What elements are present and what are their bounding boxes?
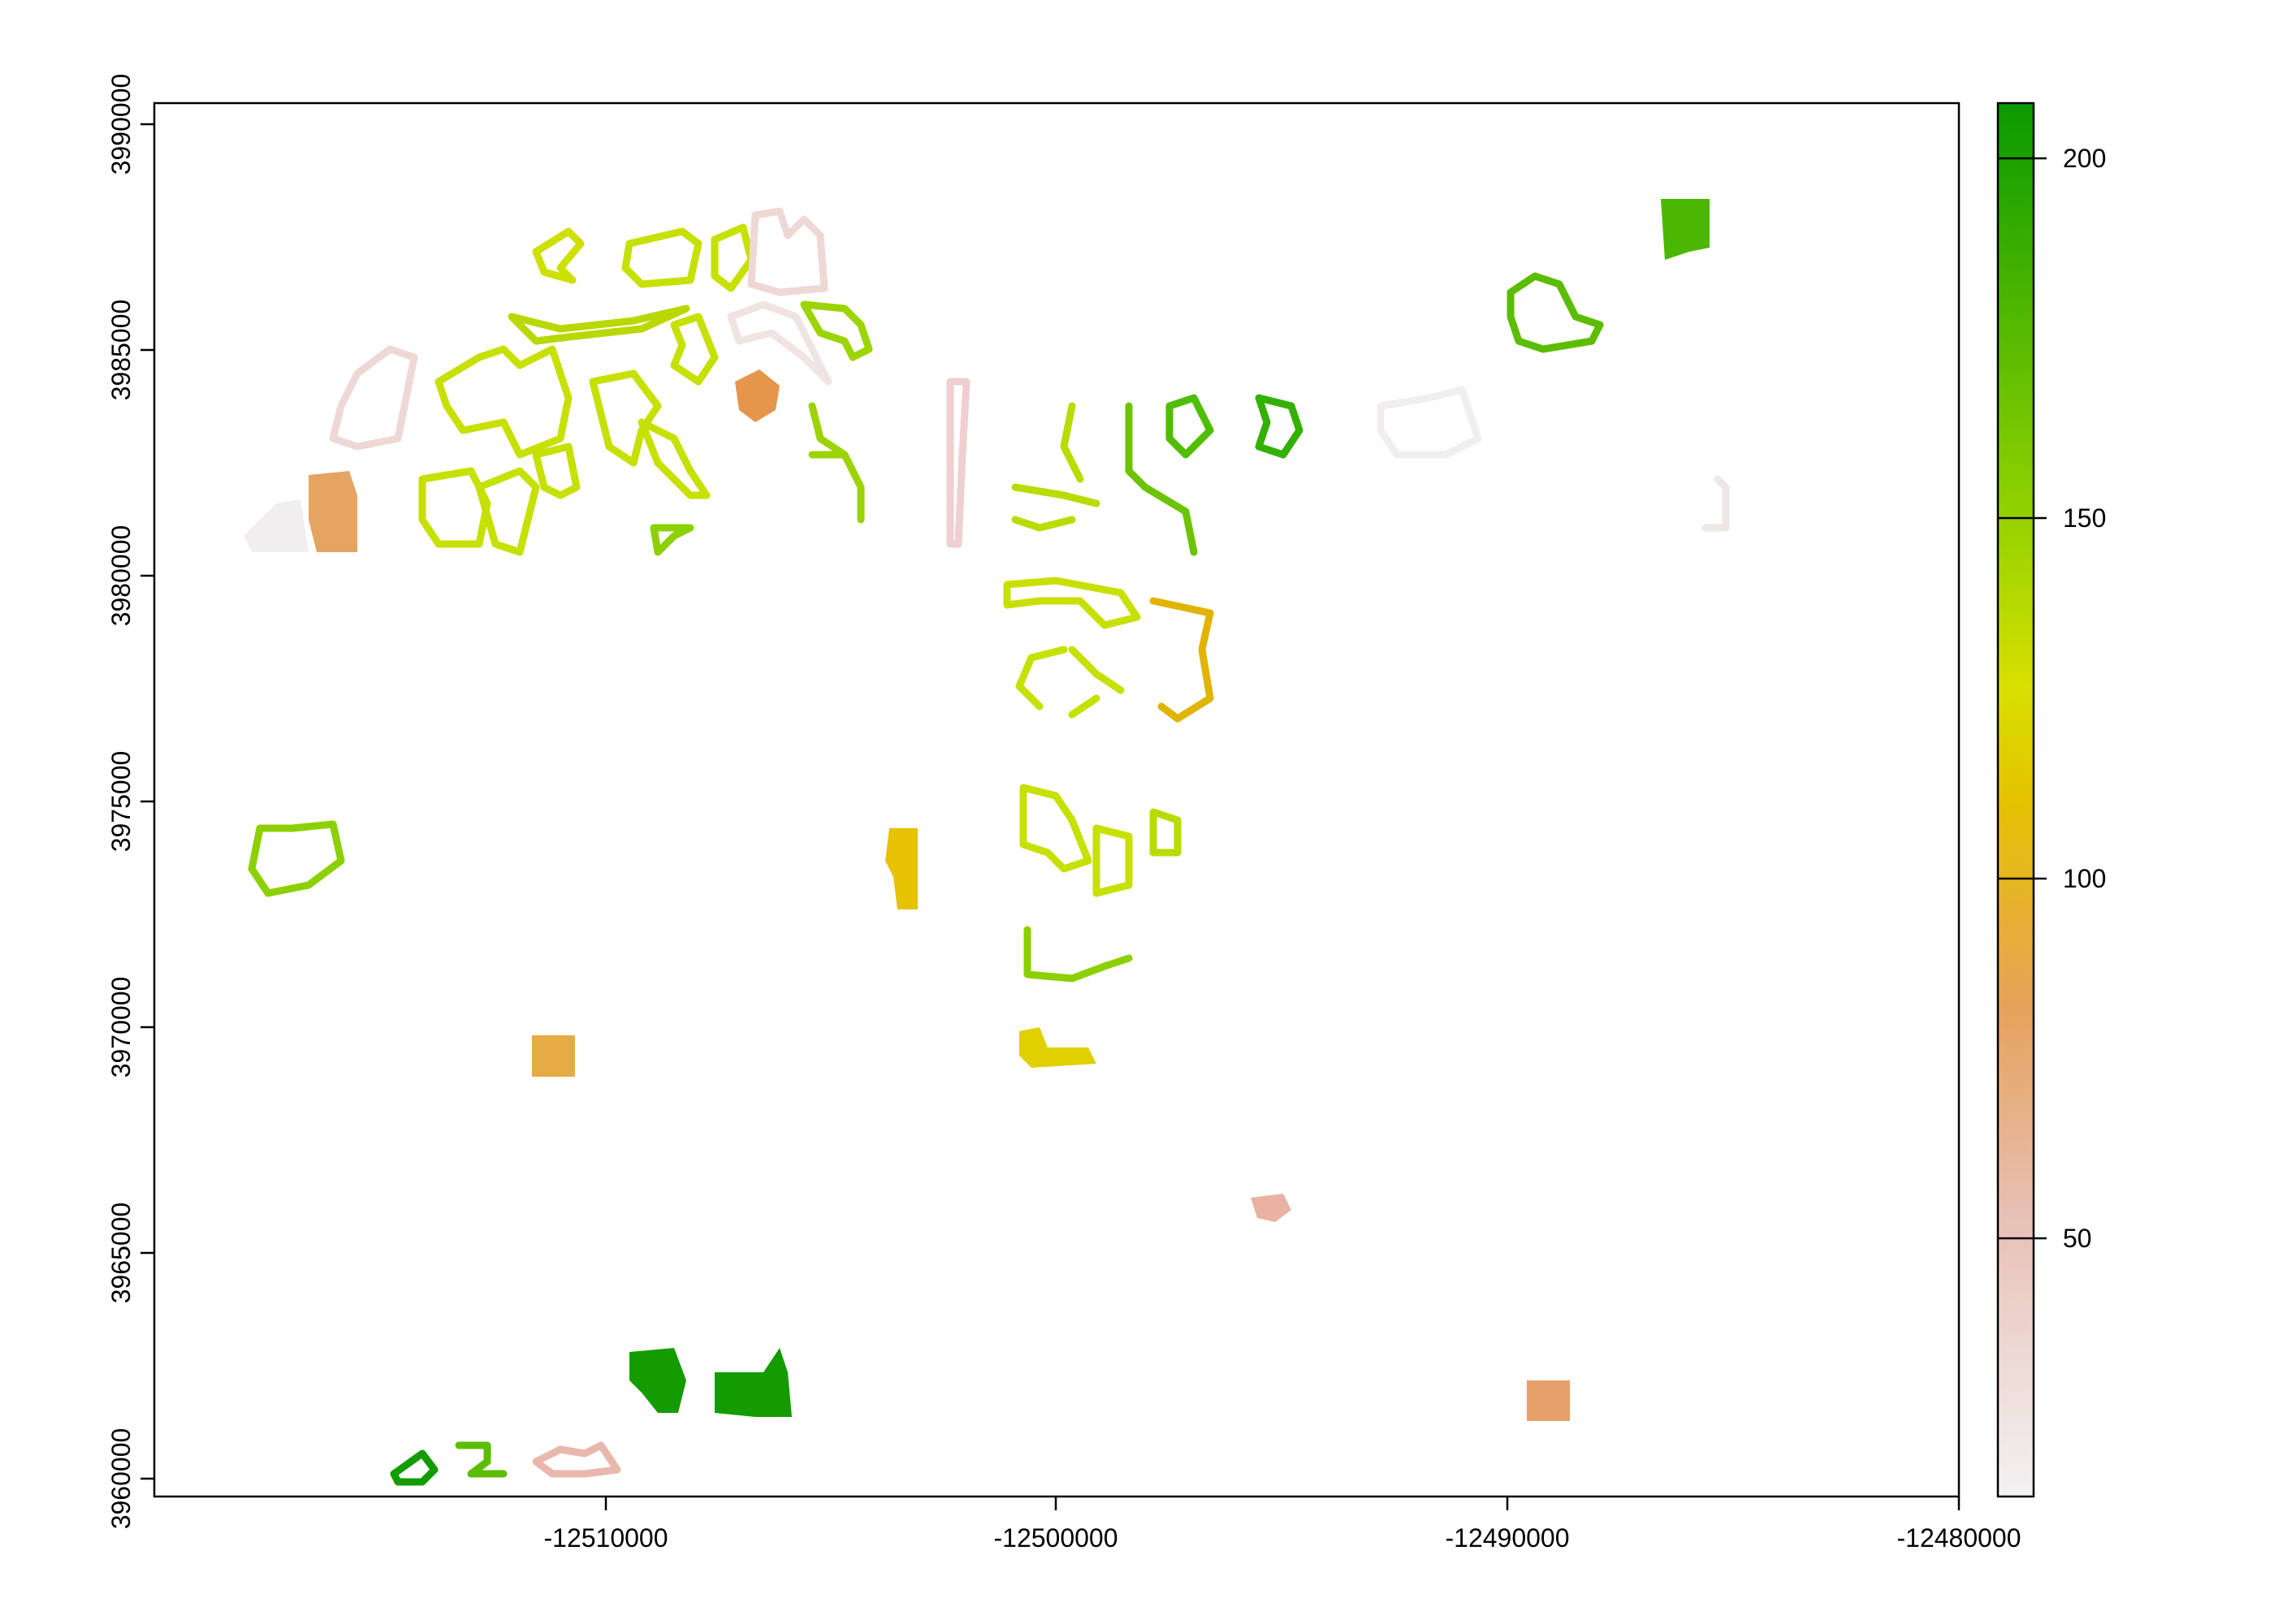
y-axis: 3960000 3965000 3970000 3975000 3980000 …: [106, 74, 154, 1530]
raster-patch: [1507, 272, 1604, 353]
raster-patch: [1019, 1027, 1096, 1068]
raster-patch: [946, 378, 971, 548]
raster-patch: [1003, 577, 1141, 629]
color-legend: 50 100 150 200: [1996, 102, 2106, 1498]
raster-patch: [629, 1348, 686, 1413]
legend-tick-label: 100: [2063, 864, 2106, 893]
raster-patch: [248, 820, 345, 897]
y-tick-label: 3965000: [106, 1203, 136, 1304]
y-tick-label: 3960000: [106, 1428, 136, 1530]
raster-patch: [650, 524, 694, 556]
raster-patch: [1023, 926, 1133, 983]
raster-patch: [434, 345, 573, 459]
legend-color-bar: [1996, 102, 2035, 1498]
raster-patch: [475, 467, 540, 556]
x-tick-label: -12480000: [1896, 1523, 2021, 1553]
legend-tick-label: 50: [2063, 1224, 2092, 1253]
raster-patch: [1011, 402, 1100, 532]
legend-tick-label: 200: [2063, 144, 2106, 173]
raster-patch: [1019, 784, 1092, 873]
raster-patch: [532, 443, 581, 499]
raster-patch: [621, 227, 703, 288]
y-tick-label: 3975000: [106, 751, 136, 853]
y-tick-label: 3980000: [106, 525, 136, 627]
raster-patch: [1149, 808, 1182, 857]
raster-patch: [1149, 597, 1214, 723]
raster-patch: [1527, 1380, 1570, 1421]
raster-patch: [390, 1449, 439, 1486]
raster-patch: [1255, 394, 1303, 459]
raster-patch: [244, 499, 309, 552]
raster-patch: [508, 304, 690, 345]
raster-patch: [1251, 1194, 1291, 1222]
x-tick-label: -12510000: [543, 1523, 668, 1553]
raster-patch: [670, 313, 719, 386]
raster-patch: [747, 207, 828, 296]
x-tick-label: -12490000: [1445, 1523, 1569, 1553]
raster-patch: [455, 1441, 508, 1478]
raster-patch: [1092, 824, 1133, 897]
raster-patch: [589, 369, 662, 467]
raster-patch: [1377, 386, 1482, 459]
raster-patch: [1701, 475, 1730, 532]
raster-patch: [885, 828, 918, 909]
raster-patch: [1125, 402, 1198, 556]
raster-patch: [1165, 394, 1214, 459]
y-tick-label: 3970000: [106, 977, 136, 1078]
x-axis: -12510000 -12500000 -12490000 -12480000: [543, 1497, 2021, 1553]
raster-features: [244, 199, 1730, 1486]
raster-patch: [309, 471, 357, 552]
raster-patch: [735, 369, 780, 422]
x-tick-label: -12500000: [993, 1523, 1118, 1553]
raster-patch: [329, 345, 418, 451]
raster-patch: [800, 300, 873, 361]
y-tick-label: 3985000: [106, 300, 136, 401]
raster-patch: [638, 418, 711, 499]
raster-patch: [727, 300, 832, 386]
raster-patch: [1015, 646, 1125, 719]
legend-tick-label: 150: [2063, 503, 2106, 533]
raster-patch: [418, 467, 491, 548]
raster-patch: [532, 1035, 575, 1077]
raster-patch: [532, 227, 585, 284]
raster-patch: [532, 1441, 621, 1478]
raster-patch: [715, 1348, 792, 1417]
y-tick-label: 3990000: [106, 74, 136, 175]
raster-patch: [808, 402, 865, 524]
raster-patch: [711, 223, 755, 292]
raster-patch: [1661, 199, 1710, 260]
